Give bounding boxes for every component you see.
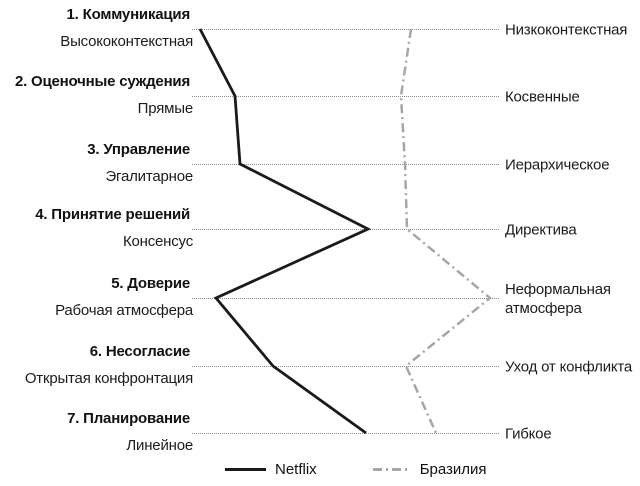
dimension-left-anchor-label: Эгалитарное [105, 168, 193, 185]
dimension-left-anchor-label: Прямые [137, 100, 194, 117]
dimension-right-anchor-label: Косвенные [505, 88, 580, 106]
dimension-right-anchor-label: Уход от конфликта [505, 358, 633, 376]
dimension-left-anchor-label: Открытая конфронтация [24, 370, 193, 387]
series-line-бразилия [399, 28, 492, 434]
dimension-title: 3. Управление [87, 141, 190, 158]
dimension-left-anchor-label: Консенсус [122, 233, 193, 250]
dimension-right-anchor-label: Неформальная атмосфера [505, 281, 611, 317]
legend-item-netflix: Netflix [225, 461, 317, 478]
brazil-line-swatch [372, 468, 411, 471]
dotted-leader-line [192, 164, 499, 165]
dotted-leader-line [192, 366, 499, 367]
dotted-leader-line [192, 229, 499, 230]
legend-item-brazil: Бразилия [372, 461, 487, 478]
netflix-line-swatch [225, 468, 266, 471]
dimension-left-anchor-label: Высококонтекстная [60, 33, 193, 50]
dimension-title: 7. Планирование [67, 410, 190, 427]
dotted-leader-line [192, 298, 499, 299]
dimension-left-anchor-label: Рабочая атмосфера [55, 302, 193, 319]
dimension-right-anchor-label: Директива [505, 221, 577, 239]
series-line-netflix [198, 28, 372, 435]
dotted-leader-line [192, 96, 499, 97]
dimension-title: 4. Принятие решений [35, 206, 190, 223]
legend-label-netflix: Netflix [275, 461, 317, 478]
dimension-title: 2. Оценочные суждения [14, 73, 190, 90]
dimension-title: 5. Доверие [111, 275, 190, 292]
dimension-right-anchor-label: Иерархическое [505, 156, 610, 174]
dimension-left-anchor-label: Линейное [126, 437, 193, 454]
dotted-leader-line [192, 433, 499, 434]
dimension-title: 6. Несогласие [89, 343, 190, 360]
legend: Netflix Бразилия [225, 461, 487, 478]
dimension-title: 1. Коммуникация [66, 6, 191, 23]
legend-label-brazil: Бразилия [419, 461, 487, 478]
dimension-right-anchor-label: Низкоконтекстная [505, 21, 628, 39]
dimension-right-anchor-label: Гибкое [505, 425, 552, 443]
dotted-leader-line [192, 29, 499, 30]
